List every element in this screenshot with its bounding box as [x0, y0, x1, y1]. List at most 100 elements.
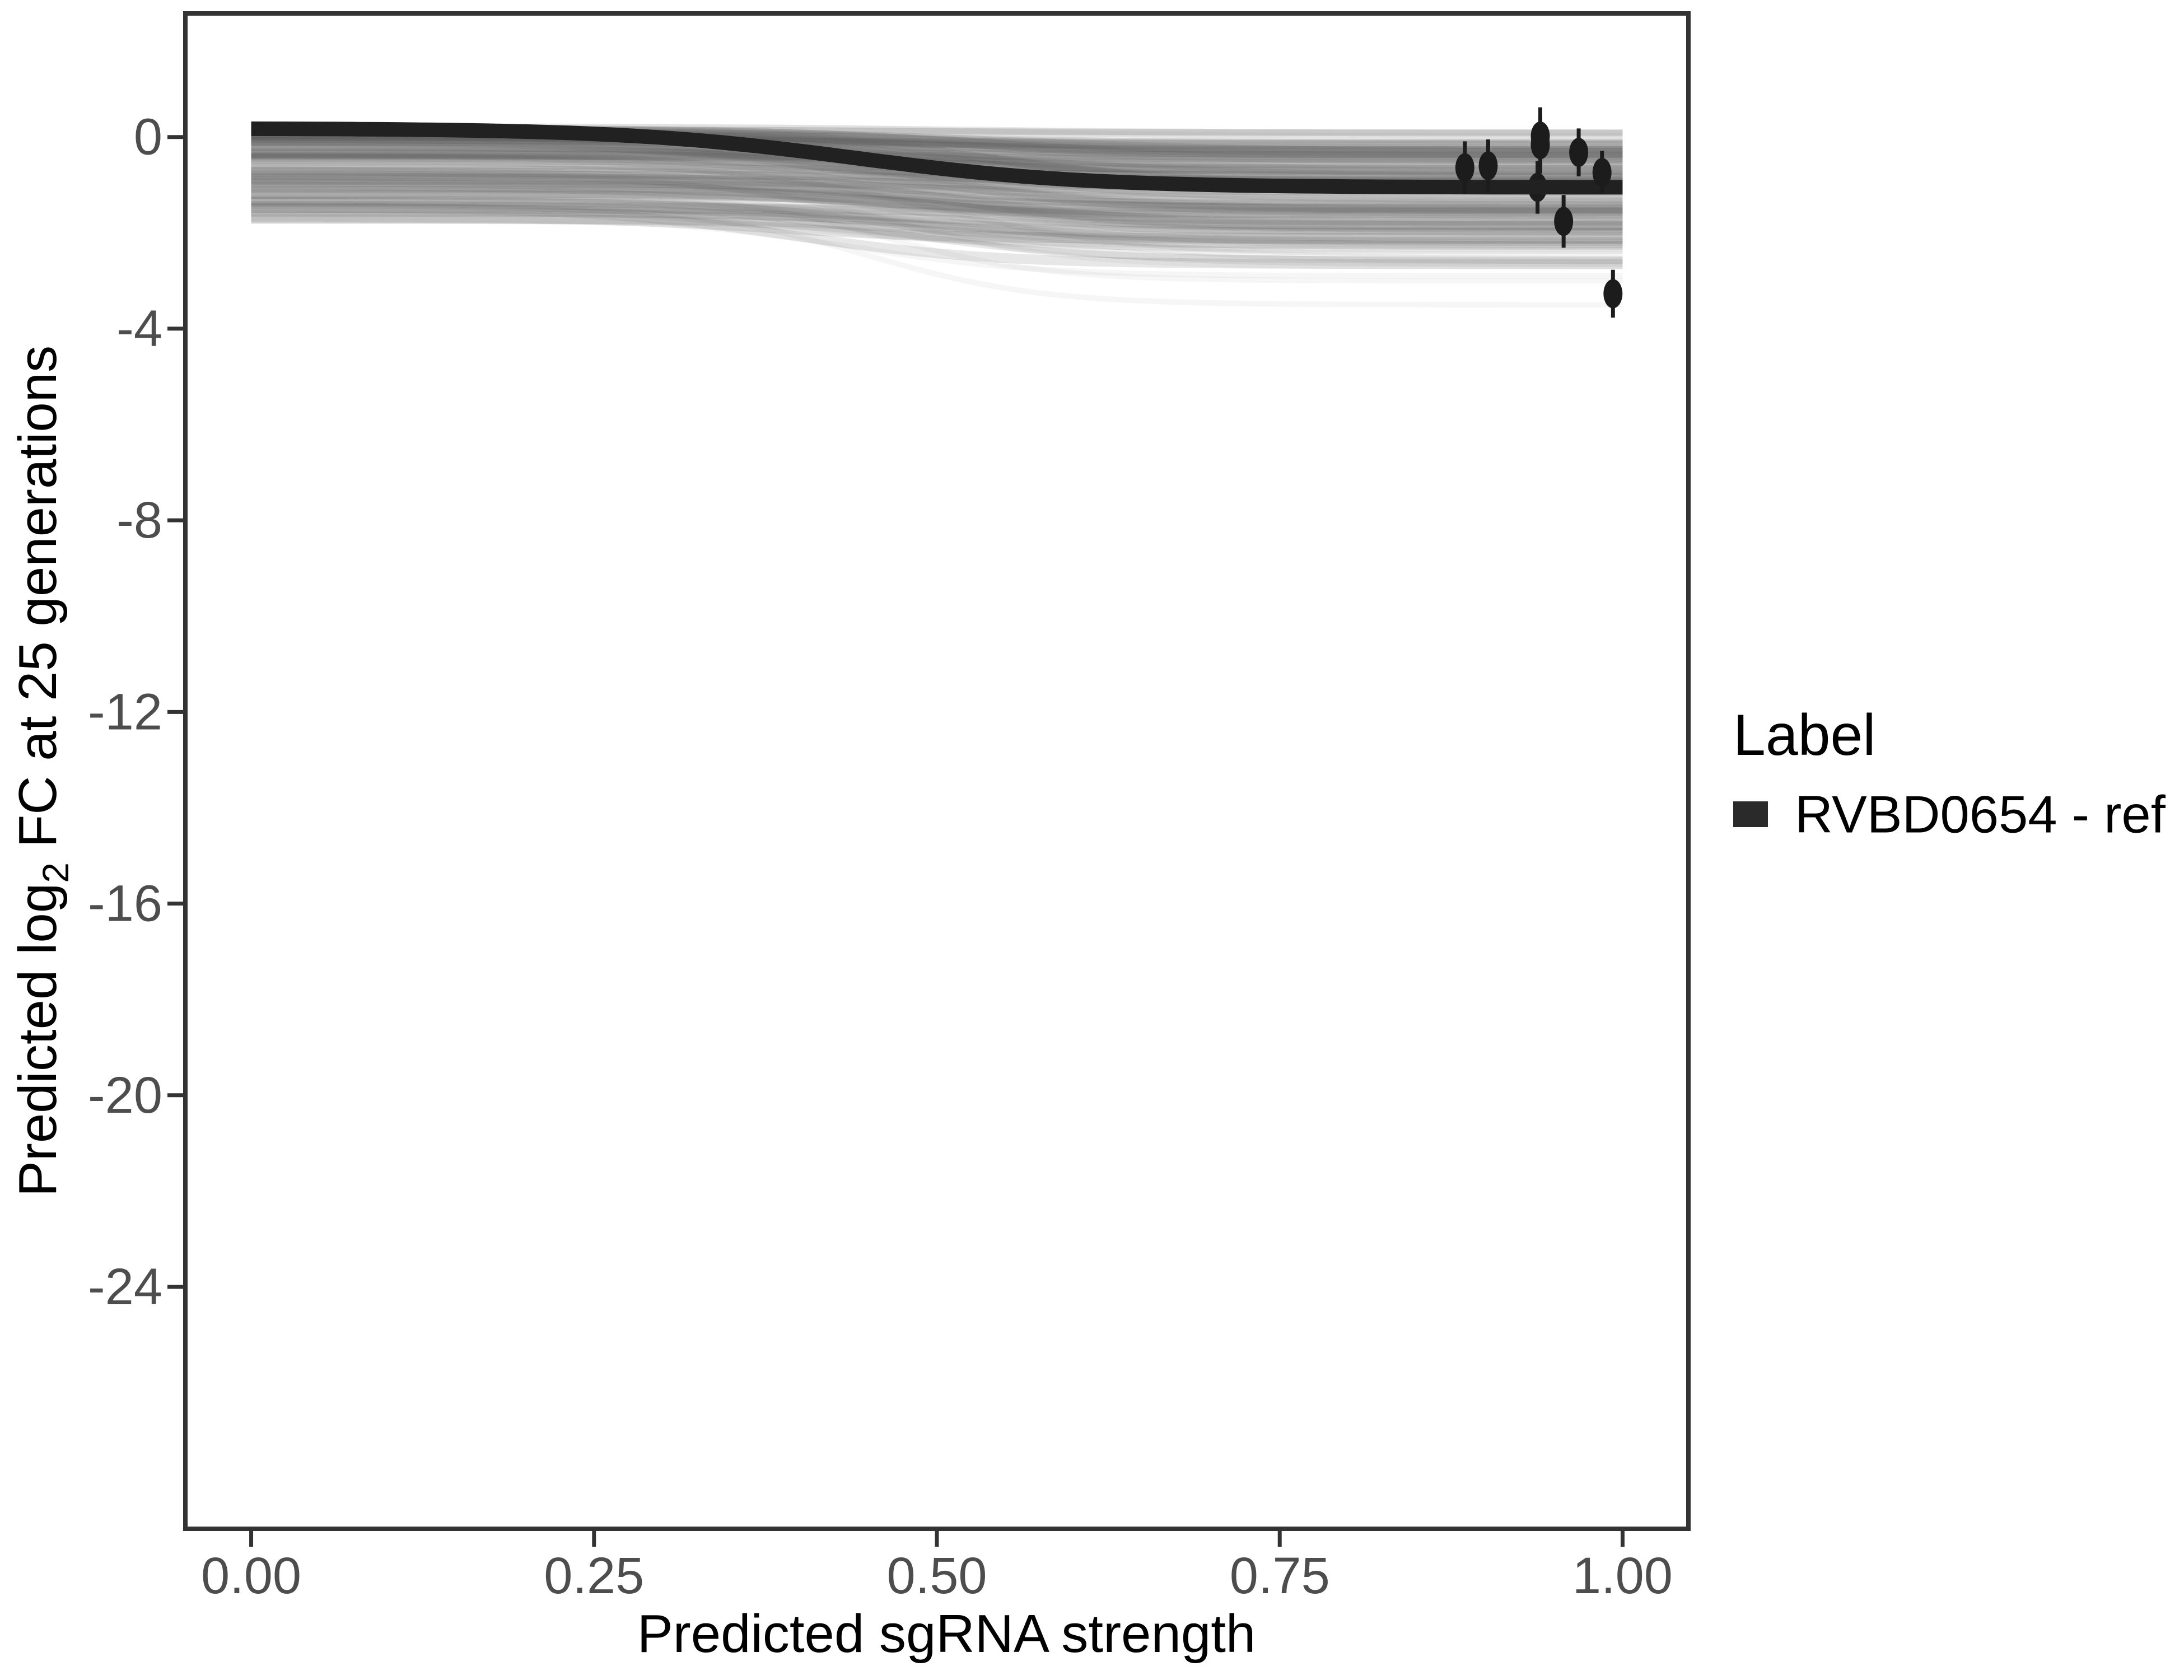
outlier-curves	[251, 160, 1623, 308]
y-axis-title-rest: FC at 25 generations	[8, 346, 68, 862]
y-tick-label: -12	[88, 683, 162, 740]
ensemble-curve	[251, 196, 1623, 240]
ensemble-curve	[251, 203, 1623, 218]
ensemble-curve	[251, 202, 1623, 269]
outlier-curve	[251, 216, 1623, 279]
y-tick-label: -24	[88, 1258, 162, 1315]
x-axis-title: Predicted sgRNA strength	[637, 1604, 1256, 1664]
ensemble-curve	[251, 145, 1623, 203]
ensemble-curve	[251, 137, 1623, 160]
outlier-curve	[251, 175, 1623, 269]
ensemble-curve	[251, 143, 1623, 169]
ensemble-curve	[251, 181, 1623, 212]
y-tick-label: -4	[116, 300, 162, 357]
ensemble-curve	[251, 183, 1623, 226]
ensemble-curve	[251, 185, 1623, 244]
panel-border	[183, 11, 1691, 1531]
y-axis-title-subscript: 2	[35, 862, 76, 883]
ensemble-curve	[251, 179, 1623, 219]
ensemble-curve	[251, 154, 1623, 214]
y-tick-label: -8	[116, 492, 162, 549]
ensemble-curve	[251, 147, 1623, 208]
ensemble-curve	[251, 169, 1623, 216]
ensemble-curve	[251, 197, 1623, 236]
ensemble-curve	[251, 195, 1623, 244]
ensemble-curve	[251, 148, 1623, 168]
legend-title: Label	[1733, 703, 1875, 768]
y-axis-title-main: Predicted log	[8, 883, 68, 1197]
ensemble-curve	[251, 186, 1623, 230]
ensemble-curve	[251, 198, 1623, 230]
y-tick-label: 0	[134, 109, 162, 166]
ensemble-curve	[251, 134, 1623, 178]
ensemble-curve	[251, 214, 1623, 250]
ensemble-curve	[251, 166, 1623, 221]
ensemble-curve	[251, 201, 1623, 214]
ensemble-curve	[251, 190, 1623, 226]
ensemble-curve	[251, 150, 1623, 169]
outlier-curve	[251, 203, 1623, 308]
y-axis: 0 -4 -8 -12 -16 -20 -24	[88, 109, 183, 1315]
ensemble-curve	[251, 187, 1623, 234]
ensemble-curve	[251, 181, 1623, 227]
ensemble-curve	[251, 137, 1623, 157]
ensemble-curve	[251, 136, 1623, 145]
ensemble-curve	[251, 197, 1623, 236]
x-tick-label: 0.75	[1230, 1547, 1330, 1604]
ensemble-curve	[251, 214, 1623, 267]
data-point	[1530, 130, 1550, 160]
data-point	[1569, 138, 1589, 167]
data-points	[1455, 107, 1623, 318]
data-point	[1478, 151, 1498, 181]
ensemble-curve	[251, 197, 1623, 219]
ensemble-curve	[251, 171, 1623, 203]
ensemble-curve	[251, 165, 1623, 209]
y-tick-label: -16	[88, 875, 162, 932]
ensemble-curve	[251, 138, 1623, 164]
ensemble-curve	[251, 186, 1623, 234]
x-tick-label: 0.00	[201, 1547, 301, 1604]
x-axis: 0.00 0.25 0.50 0.75 1.00	[201, 1531, 1673, 1604]
ensemble-curve	[251, 203, 1623, 249]
ensemble-curve	[251, 175, 1623, 231]
ensemble-curve	[251, 146, 1623, 206]
ensemble-curve	[251, 210, 1623, 248]
panel-frame	[183, 11, 1691, 1531]
ensemble-curve	[251, 166, 1623, 212]
ensemble-curve	[251, 207, 1623, 240]
data-point	[1455, 153, 1474, 183]
ensemble-curve	[251, 147, 1623, 163]
data-point	[1554, 207, 1574, 236]
data-point	[1592, 158, 1612, 188]
ensemble-curve	[251, 186, 1623, 241]
ensemble-curve	[251, 195, 1623, 254]
x-tick-label: 0.50	[886, 1547, 987, 1604]
ensemble-curve	[251, 173, 1623, 213]
ensemble-curve	[251, 141, 1623, 162]
ensemble-curve	[251, 208, 1623, 246]
ensemble-curve	[251, 208, 1623, 246]
ensemble-curve	[251, 176, 1623, 213]
ensemble-curve	[251, 170, 1623, 231]
outlier-curve	[251, 160, 1623, 258]
reference-curve-layer	[251, 121, 1623, 195]
ensemble-curve	[251, 154, 1623, 206]
legend-item-label: RVBD0654 - ref	[1795, 785, 2166, 844]
legend-key-swatch	[1733, 801, 1768, 827]
outlier-curve	[251, 189, 1623, 284]
ensemble-curve	[251, 153, 1623, 217]
ensemble-curve	[251, 204, 1623, 264]
ensemble-curve	[251, 137, 1623, 150]
x-tick-label: 1.00	[1572, 1547, 1673, 1604]
legend: Label RVBD0654 - ref	[1733, 703, 2166, 844]
ensemble-curve	[251, 142, 1623, 156]
ensemble-curve	[251, 202, 1623, 252]
ensemble-curve	[251, 200, 1623, 264]
reference-curve	[251, 121, 1623, 195]
y-axis-title: Predicted log2 FC at 25 generations	[8, 346, 76, 1197]
y-tick-label: -20	[88, 1067, 162, 1124]
ensemble-curve	[251, 212, 1623, 244]
ensemble-curve	[251, 132, 1623, 151]
